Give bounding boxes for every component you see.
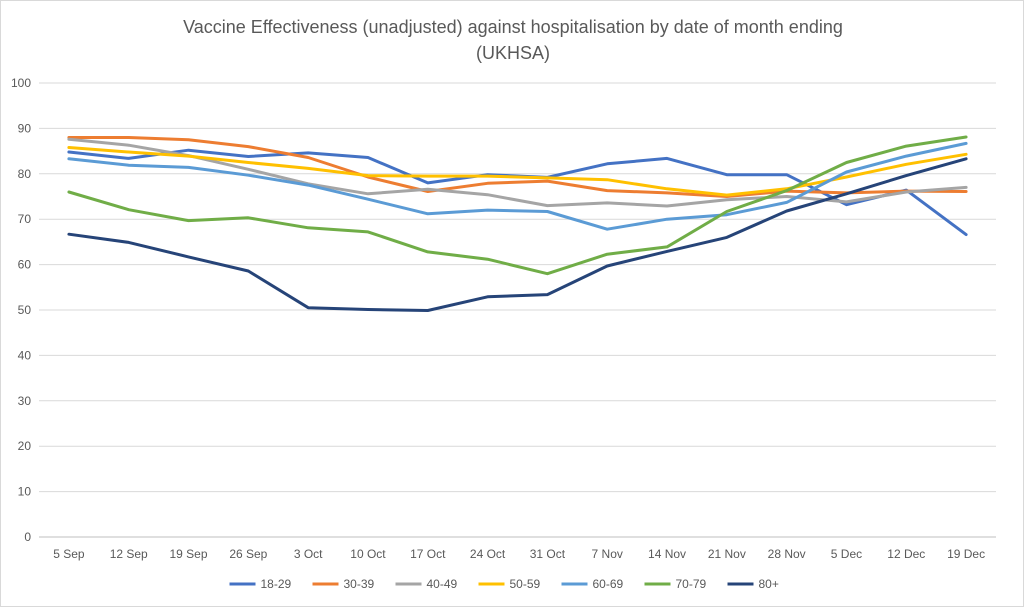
y-tick-label: 50	[18, 303, 32, 317]
x-tick-label: 19 Sep	[170, 547, 208, 561]
x-tick-label: 10 Oct	[350, 547, 386, 561]
x-tick-label: 5 Dec	[831, 547, 862, 561]
y-tick-label: 90	[18, 121, 32, 135]
x-tick-label: 14 Nov	[648, 547, 686, 561]
legend-label-50-59: 50-59	[510, 577, 541, 591]
series-line-60-69	[67, 141, 968, 231]
x-tick-label: 12 Dec	[887, 547, 925, 561]
x-tick-label: 21 Nov	[708, 547, 746, 561]
legend-label-18-29: 18-29	[261, 577, 292, 591]
legend: 18-29 30-39 40-49 50-59 60-69 70-79 80+	[229, 577, 779, 591]
y-tick-label: 80	[18, 167, 32, 181]
series-line-70-79	[67, 135, 968, 276]
legend-label-60-69: 60-69	[593, 577, 624, 591]
x-tick-label: 31 Oct	[530, 547, 566, 561]
x-axis: 5 Sep 12 Sep 19 Sep 26 Sep 3 Oct 10 Oct 17 Oct…	[53, 547, 985, 561]
legend-label-70-79: 70-79	[676, 577, 707, 591]
series-line-40-49	[67, 137, 968, 208]
x-tick-label: 12 Sep	[110, 547, 148, 561]
y-tick-label: 0	[24, 530, 31, 544]
y-tick-label: 40	[18, 348, 32, 362]
gridlines	[39, 82, 996, 538]
y-tick-label: 60	[18, 258, 32, 272]
y-axis: 0 10 20 30 40 50 60 70 80 90 100	[11, 76, 31, 544]
legend-label-30-39: 30-39	[344, 577, 375, 591]
x-tick-label: 19 Dec	[947, 547, 985, 561]
series-line-50-59	[67, 146, 968, 197]
y-tick-label: 10	[18, 485, 32, 499]
legend-label-80+: 80+	[759, 577, 779, 591]
x-tick-label: 24 Oct	[470, 547, 506, 561]
x-tick-label: 17 Oct	[410, 547, 446, 561]
x-tick-label: 7 Nov	[592, 547, 623, 561]
y-tick-label: 100	[11, 76, 31, 90]
series-line-80+	[67, 157, 968, 312]
x-tick-label: 3 Oct	[294, 547, 323, 561]
x-tick-label: 28 Nov	[768, 547, 806, 561]
x-tick-label: 26 Sep	[229, 547, 267, 561]
y-tick-label: 20	[18, 439, 32, 453]
x-tick-label: 5 Sep	[53, 547, 85, 561]
chart-title-line-2: (UKHSA)	[476, 43, 550, 63]
series-line-30-39	[67, 136, 968, 198]
chart-title-line-1: Vaccine Effectiveness (unadjusted) again…	[183, 17, 843, 37]
y-tick-label: 70	[18, 212, 32, 226]
legend-label-40-49: 40-49	[427, 577, 458, 591]
series-lines	[67, 135, 968, 312]
y-tick-label: 30	[18, 394, 32, 408]
